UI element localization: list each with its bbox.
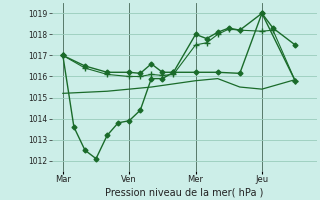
X-axis label: Pression niveau de la mer( hPa ): Pression niveau de la mer( hPa ) — [105, 187, 264, 197]
